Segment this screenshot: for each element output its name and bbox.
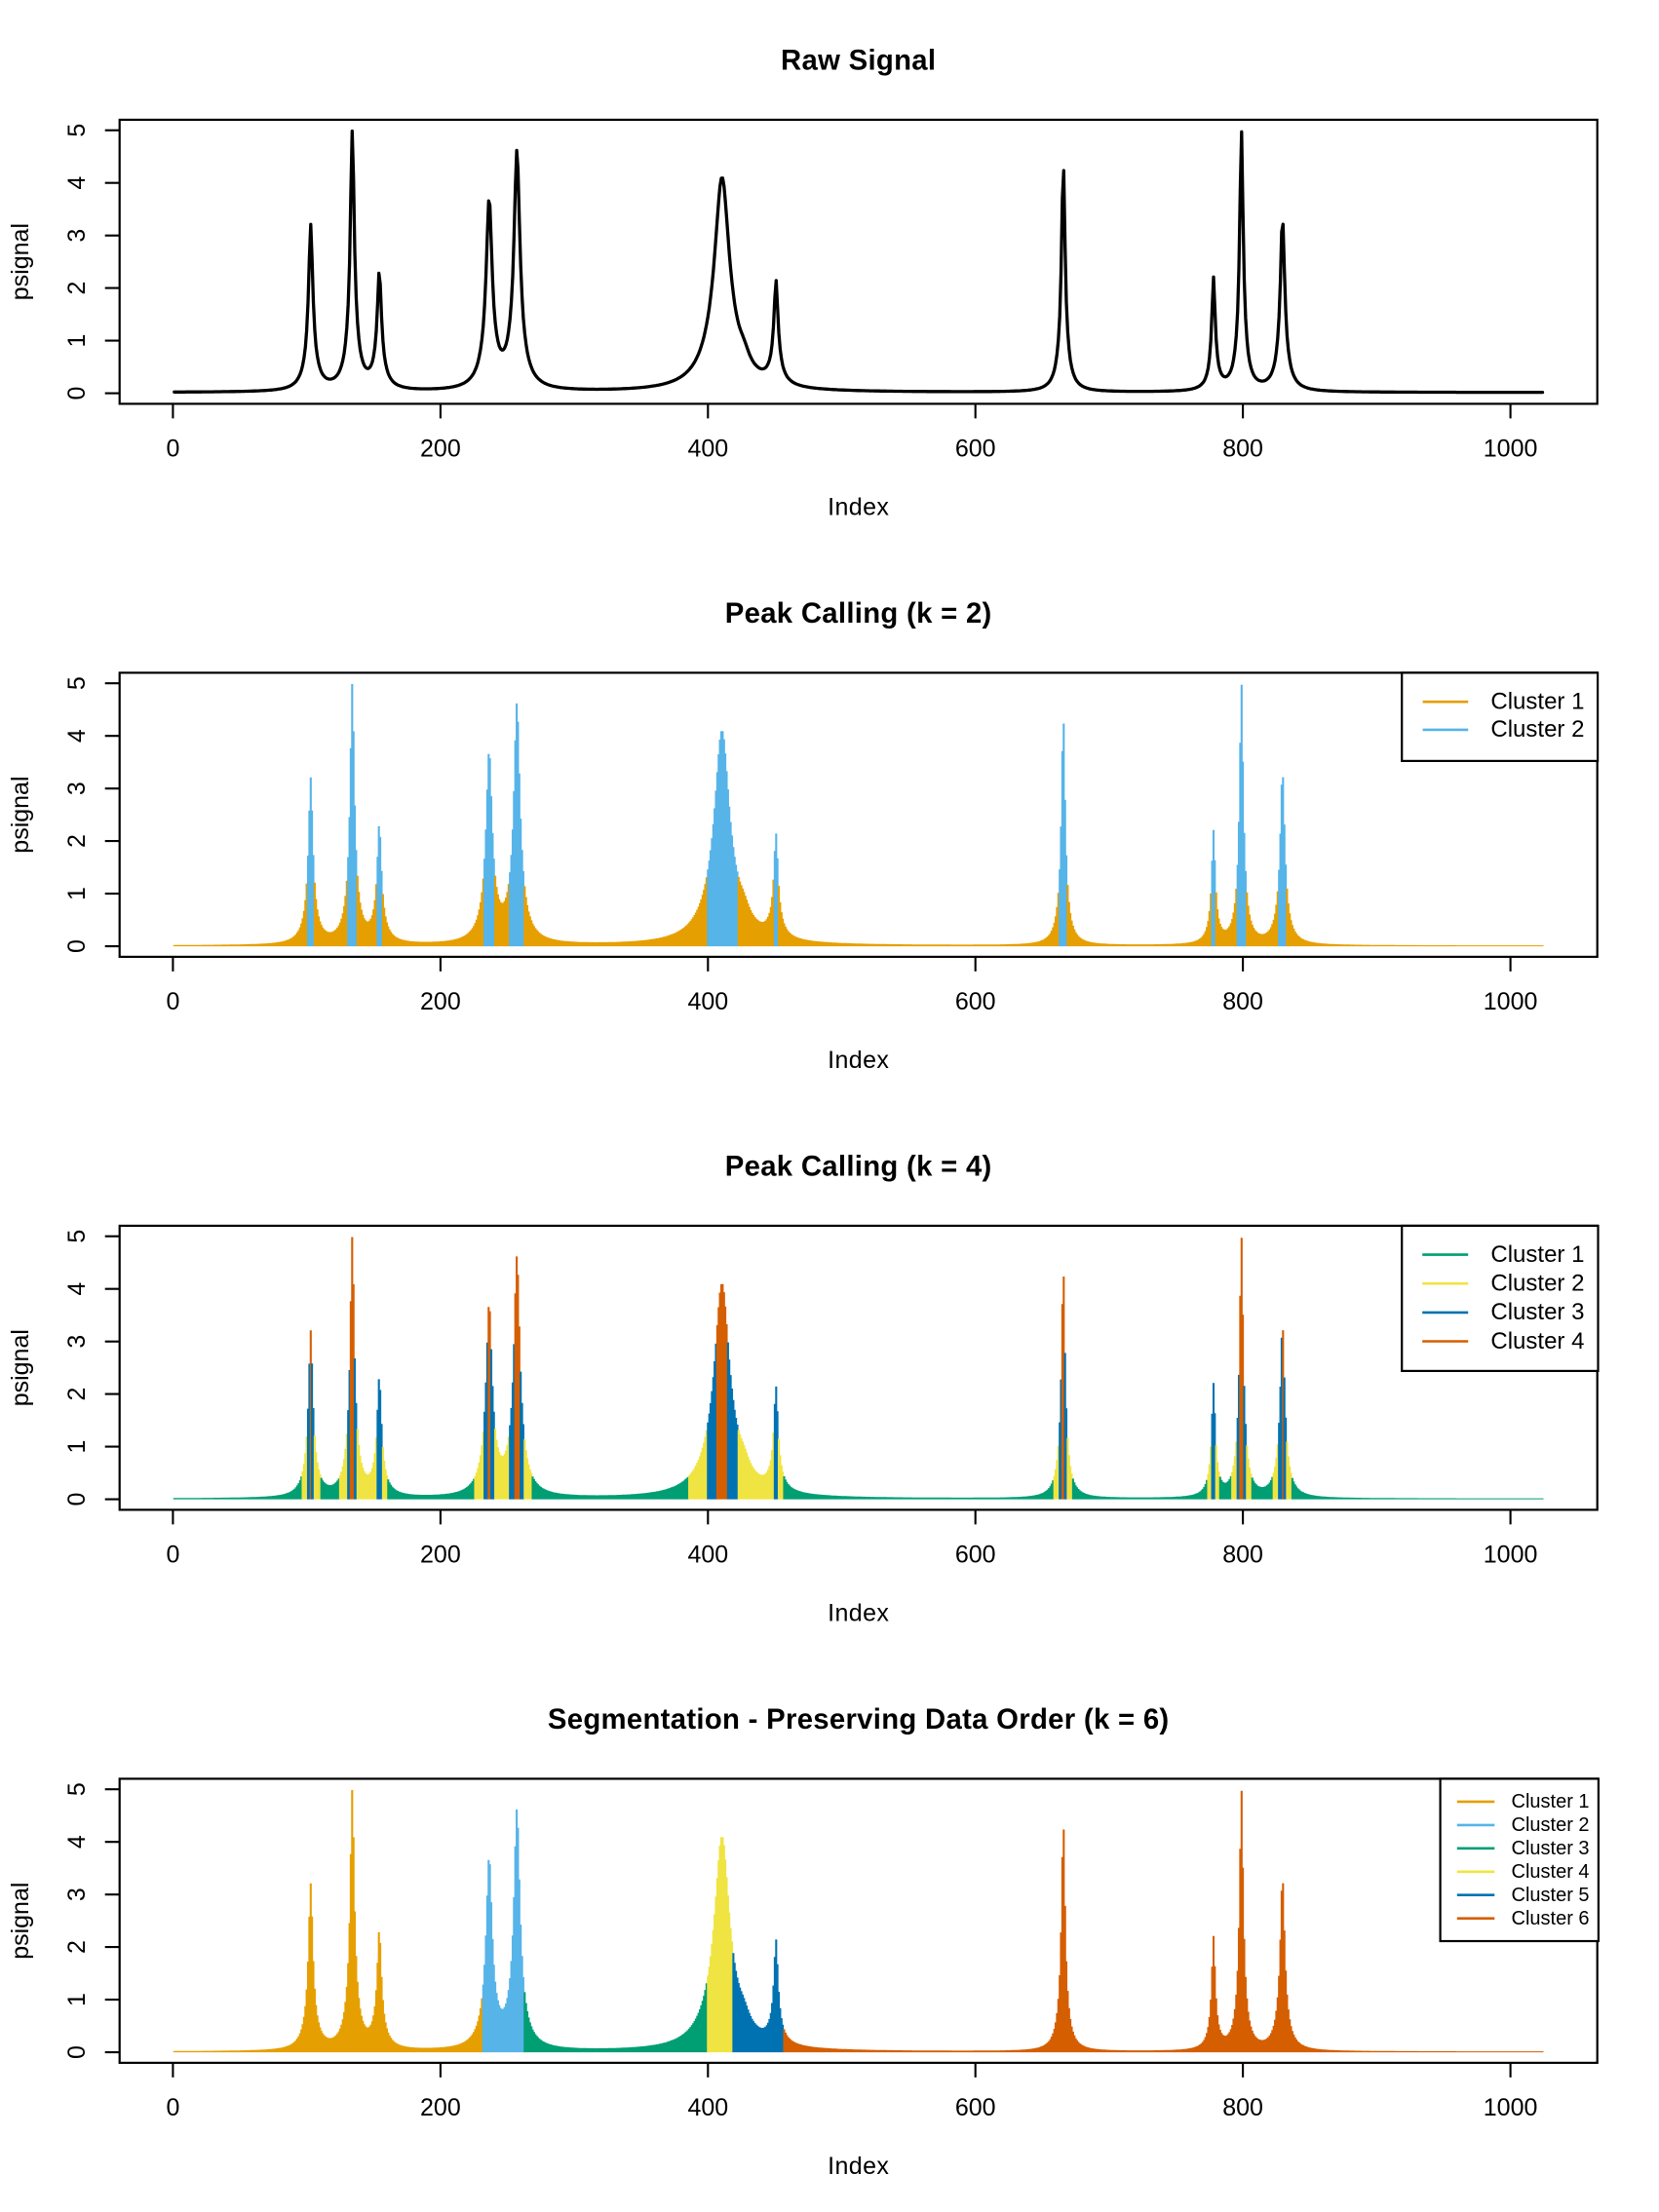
svg-text:800: 800 xyxy=(1222,435,1263,462)
svg-text:200: 200 xyxy=(420,435,461,462)
svg-text:3: 3 xyxy=(63,782,91,795)
svg-text:2: 2 xyxy=(63,282,91,295)
svg-text:5: 5 xyxy=(63,676,91,690)
svg-text:Index: Index xyxy=(828,1599,889,1626)
svg-text:Cluster 5: Cluster 5 xyxy=(1512,1885,1590,1906)
svg-text:5: 5 xyxy=(63,1230,91,1243)
svg-text:2: 2 xyxy=(63,834,91,848)
svg-text:1000: 1000 xyxy=(1484,988,1538,1015)
svg-text:4: 4 xyxy=(63,1835,91,1849)
svg-text:psignal: psignal xyxy=(7,223,34,300)
svg-text:0: 0 xyxy=(63,1493,91,1506)
svg-text:Index: Index xyxy=(828,1047,889,1074)
svg-text:Cluster 1: Cluster 1 xyxy=(1490,1241,1584,1268)
svg-text:1: 1 xyxy=(63,1440,91,1454)
svg-text:1: 1 xyxy=(63,334,91,348)
svg-text:2: 2 xyxy=(63,1388,91,1401)
svg-text:Cluster 4: Cluster 4 xyxy=(1490,1328,1584,1354)
svg-text:4: 4 xyxy=(63,176,91,190)
svg-text:200: 200 xyxy=(420,1541,461,1568)
svg-text:Cluster 1: Cluster 1 xyxy=(1512,1791,1590,1812)
svg-text:3: 3 xyxy=(63,229,91,243)
svg-text:Cluster 6: Cluster 6 xyxy=(1512,1908,1590,1929)
svg-text:Index: Index xyxy=(828,2153,889,2180)
svg-text:800: 800 xyxy=(1222,1541,1263,1568)
svg-text:Peak Calling (k = 4): Peak Calling (k = 4) xyxy=(725,1150,992,1182)
svg-text:3: 3 xyxy=(63,1888,91,1901)
svg-text:600: 600 xyxy=(955,988,996,1015)
svg-text:600: 600 xyxy=(955,1541,996,1568)
svg-text:0: 0 xyxy=(166,1541,179,1568)
svg-text:600: 600 xyxy=(955,435,996,462)
svg-text:0: 0 xyxy=(166,988,179,1015)
svg-text:0: 0 xyxy=(63,2045,91,2059)
svg-text:0: 0 xyxy=(63,939,91,953)
svg-text:Cluster 2: Cluster 2 xyxy=(1490,716,1584,743)
svg-text:psignal: psignal xyxy=(7,1329,34,1406)
svg-text:800: 800 xyxy=(1222,2094,1263,2121)
svg-text:5: 5 xyxy=(63,1782,91,1796)
svg-text:400: 400 xyxy=(687,2094,728,2121)
svg-text:Raw Signal: Raw Signal xyxy=(781,44,936,76)
svg-text:Cluster 3: Cluster 3 xyxy=(1512,1838,1590,1859)
svg-text:400: 400 xyxy=(687,435,728,462)
svg-text:200: 200 xyxy=(420,2094,461,2121)
svg-text:psignal: psignal xyxy=(7,776,34,853)
svg-text:5: 5 xyxy=(63,124,91,137)
svg-text:Cluster 4: Cluster 4 xyxy=(1512,1861,1590,1883)
svg-text:Cluster 2: Cluster 2 xyxy=(1490,1271,1584,1297)
svg-text:400: 400 xyxy=(687,1541,728,1568)
svg-text:Cluster 3: Cluster 3 xyxy=(1490,1299,1584,1325)
svg-text:0: 0 xyxy=(166,2094,179,2121)
svg-text:Index: Index xyxy=(828,493,889,520)
svg-text:psignal: psignal xyxy=(7,1883,34,1960)
svg-text:0: 0 xyxy=(63,387,91,400)
svg-text:Cluster 2: Cluster 2 xyxy=(1512,1814,1590,1836)
svg-text:0: 0 xyxy=(166,435,179,462)
svg-text:400: 400 xyxy=(687,988,728,1015)
svg-text:4: 4 xyxy=(63,1282,91,1296)
svg-text:1000: 1000 xyxy=(1484,2094,1538,2121)
svg-text:4: 4 xyxy=(63,729,91,743)
svg-text:Cluster 1: Cluster 1 xyxy=(1490,689,1584,715)
svg-text:800: 800 xyxy=(1222,988,1263,1015)
svg-text:600: 600 xyxy=(955,2094,996,2121)
svg-text:200: 200 xyxy=(420,988,461,1015)
svg-text:2: 2 xyxy=(63,1940,91,1954)
svg-text:Segmentation - Preserving Data: Segmentation - Preserving Data Order (k … xyxy=(548,1703,1170,1735)
svg-text:1: 1 xyxy=(63,887,91,900)
svg-text:Peak Calling (k = 2): Peak Calling (k = 2) xyxy=(725,597,992,629)
svg-text:1000: 1000 xyxy=(1484,1541,1538,1568)
svg-text:3: 3 xyxy=(63,1335,91,1349)
svg-text:1000: 1000 xyxy=(1484,435,1538,462)
svg-text:1: 1 xyxy=(63,1993,91,2006)
